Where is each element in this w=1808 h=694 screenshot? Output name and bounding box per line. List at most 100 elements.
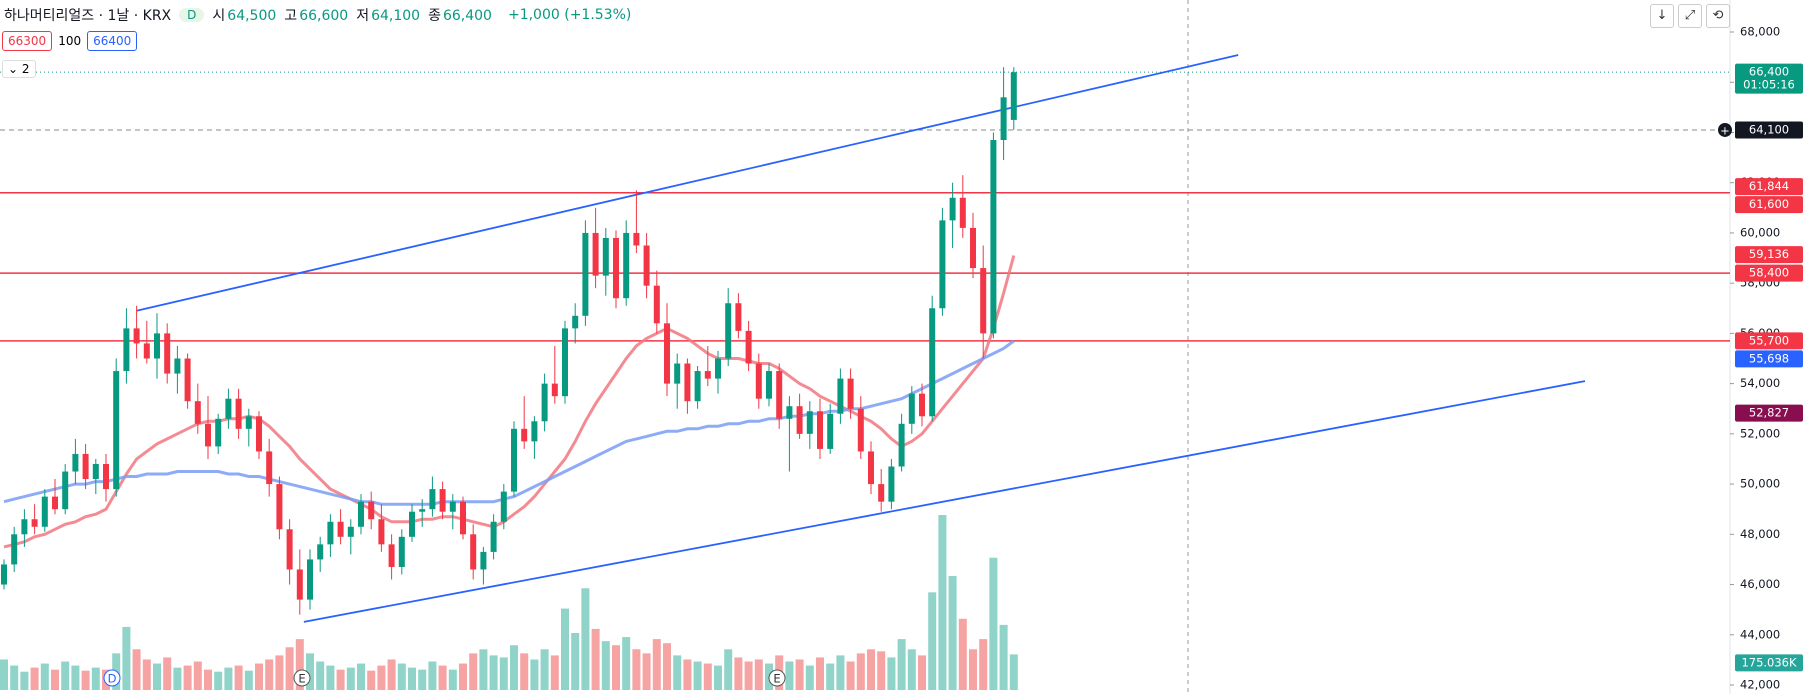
volume-bar	[887, 657, 896, 690]
button[interactable]: ⟲	[1706, 4, 1730, 28]
volume-bar	[428, 661, 437, 690]
candle-body	[307, 559, 313, 600]
event-marker	[103, 669, 121, 687]
volume-bar	[459, 663, 467, 690]
candle-body	[256, 416, 262, 452]
volume-bar	[642, 653, 651, 690]
event-label: E	[298, 672, 305, 686]
volume-bar	[265, 659, 274, 690]
qty: 100	[58, 34, 82, 48]
price-label-box	[1735, 350, 1803, 368]
candle-body	[429, 489, 436, 510]
volume-bar	[734, 657, 743, 690]
candle-body	[225, 398, 232, 419]
volume-bar	[846, 661, 855, 690]
volume-bar	[234, 665, 243, 690]
y-tick-label: 68,000	[1740, 25, 1780, 39]
candle-body	[164, 333, 171, 374]
ohlc-label: 시	[212, 8, 226, 24]
candle-body	[245, 416, 252, 429]
y-tick-label: 42,000	[1740, 678, 1780, 692]
candle-body	[898, 423, 905, 467]
volume-bar	[193, 661, 202, 690]
candle-body	[337, 521, 344, 537]
volume-bar	[438, 665, 447, 690]
candle-body	[725, 303, 732, 359]
ask[interactable]: 66400	[87, 31, 138, 51]
plus-icon	[1718, 122, 1732, 137]
price-label: 61,600	[1749, 197, 1789, 211]
volume-bar	[979, 639, 988, 690]
volume-bar	[153, 663, 161, 690]
volume-bar	[591, 628, 600, 690]
price-label: 64,100	[1749, 122, 1789, 136]
volume-bar	[306, 653, 314, 690]
price-label: 59,136	[1749, 247, 1789, 261]
candle-body	[266, 451, 273, 485]
volume-bar	[142, 659, 151, 690]
candle-body	[1000, 97, 1007, 140]
candle-body	[103, 463, 109, 490]
y-tick-label: 50,000	[1740, 477, 1780, 491]
volume-bar	[91, 667, 100, 690]
volume-label-box	[1735, 654, 1803, 672]
volume-bar	[836, 655, 845, 690]
volume-bar	[387, 659, 396, 690]
volume-bar	[510, 645, 518, 690]
candle-body	[1, 564, 7, 585]
candle-body	[786, 406, 793, 419]
interval[interactable]: D	[179, 8, 205, 22]
order-row: 66300 100 66400	[2, 31, 138, 51]
candle-body	[480, 551, 487, 570]
y-tick-label: 52,000	[1740, 426, 1780, 440]
candle-body	[327, 521, 334, 545]
volume-bar	[969, 649, 977, 690]
volume-label: 175.036K	[1741, 655, 1797, 669]
volume-bar	[673, 655, 682, 690]
y-tick-label: 46,000	[1740, 577, 1780, 591]
candle-body	[766, 371, 772, 399]
price-label: 66,400	[1749, 65, 1789, 79]
price-label-sub: 01:05:16	[1743, 78, 1795, 92]
volume-bar	[489, 655, 498, 690]
candle-body	[235, 398, 242, 429]
ohlc-label: 종	[428, 8, 441, 24]
button[interactable]: ⤢	[1678, 4, 1702, 28]
volume-bar	[275, 655, 284, 690]
volume-bar	[989, 557, 998, 690]
volume-bar	[948, 576, 957, 690]
candle-body	[551, 383, 558, 397]
candle-body	[684, 363, 691, 402]
candle-body	[388, 544, 395, 567]
price-label: 61,844	[1749, 179, 1789, 193]
button[interactable]: ↓	[1650, 4, 1674, 28]
price-label: 58,400	[1749, 266, 1789, 280]
price-label: 55,700	[1749, 333, 1789, 347]
candle-body	[970, 227, 976, 269]
volume-bar	[418, 669, 427, 690]
candle-body	[919, 393, 925, 417]
ohlc-value: 66,400	[442, 8, 492, 24]
candle-body	[82, 453, 89, 480]
volume-bar	[214, 671, 223, 690]
candle-body	[531, 421, 538, 442]
candle-body	[929, 308, 936, 417]
price-label-box	[1735, 264, 1803, 282]
volume-bar	[367, 670, 376, 690]
volume-bar	[244, 670, 253, 690]
candle-body	[11, 534, 18, 565]
candle-body	[419, 509, 426, 512]
candle-body	[347, 526, 354, 537]
volume-bar	[826, 663, 835, 690]
volume-bar	[316, 661, 325, 690]
volume-bar	[805, 665, 814, 690]
volume-bar	[1009, 654, 1018, 690]
bid[interactable]: 66300	[2, 31, 53, 51]
indicator-toggle[interactable]: ⌄ 2	[2, 60, 36, 78]
y-tick-label: 48,000	[1740, 527, 1780, 541]
volume-bar	[408, 667, 416, 690]
candle-body	[276, 484, 283, 530]
candle-body	[735, 303, 742, 331]
candle-body	[980, 268, 987, 334]
